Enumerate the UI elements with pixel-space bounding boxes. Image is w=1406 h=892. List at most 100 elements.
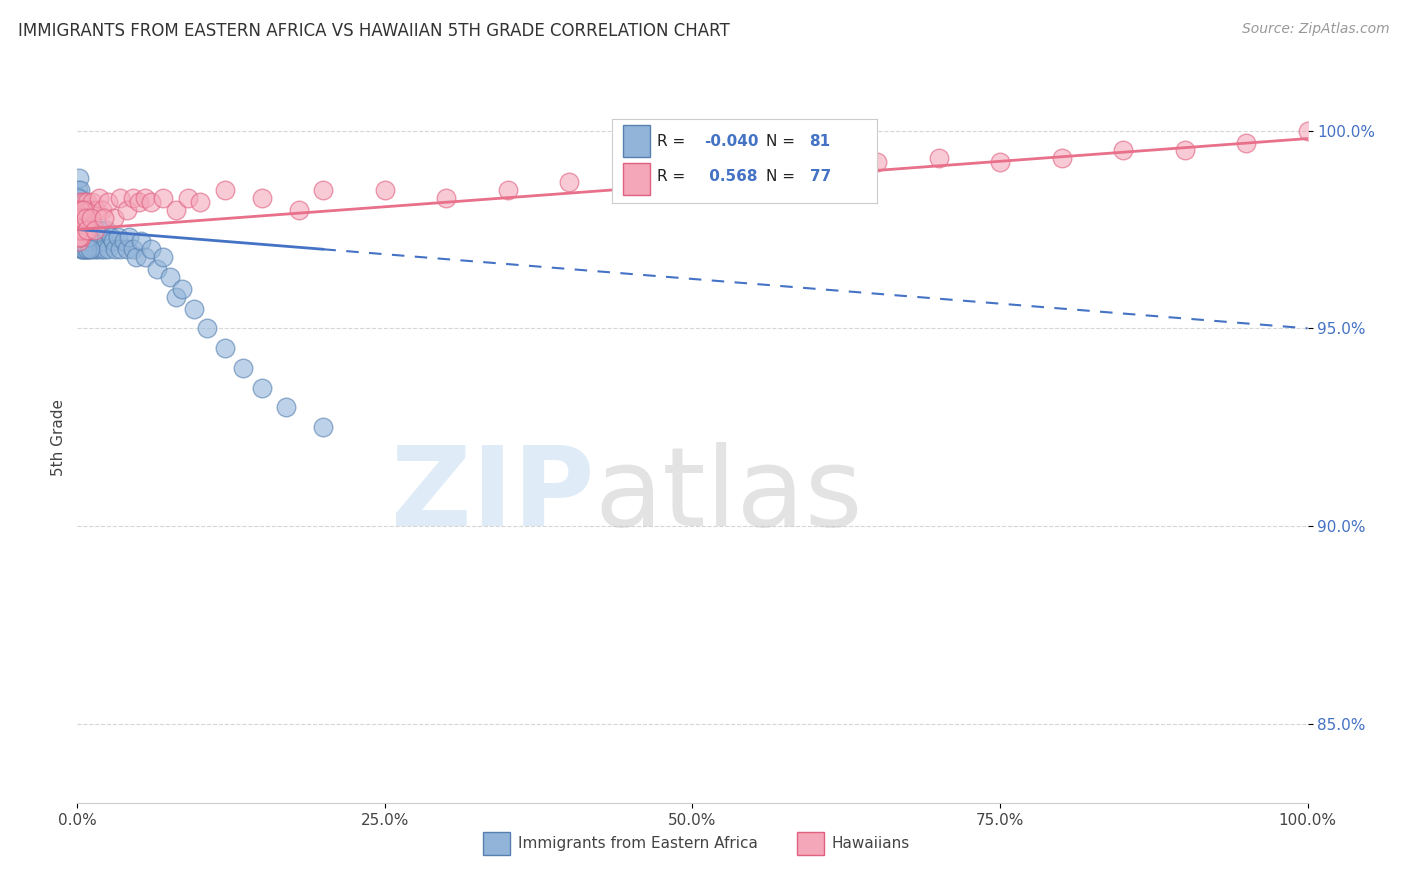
Text: IMMIGRANTS FROM EASTERN AFRICA VS HAWAIIAN 5TH GRADE CORRELATION CHART: IMMIGRANTS FROM EASTERN AFRICA VS HAWAII…	[18, 22, 730, 40]
Point	[121, 191, 143, 205]
Point	[195, 321, 218, 335]
Point	[76, 242, 98, 256]
Point	[73, 222, 96, 236]
Point	[90, 202, 114, 217]
Point	[91, 230, 114, 244]
Text: Immigrants from Eastern Africa: Immigrants from Eastern Africa	[517, 837, 758, 851]
Point	[93, 242, 115, 256]
Point	[75, 202, 97, 217]
Bar	[484, 832, 510, 855]
Point	[67, 211, 90, 225]
Point	[1174, 144, 1197, 158]
Point	[75, 235, 97, 249]
Point	[82, 222, 104, 236]
Point	[69, 230, 91, 244]
Point	[496, 183, 519, 197]
Point	[73, 202, 96, 217]
Point	[90, 242, 112, 256]
Point	[72, 222, 94, 236]
Point	[100, 230, 122, 244]
Point	[79, 242, 101, 256]
Point	[69, 191, 91, 205]
Point	[141, 194, 163, 209]
Point	[177, 191, 200, 205]
Point	[70, 202, 93, 217]
Point	[83, 242, 105, 256]
Point	[76, 242, 98, 256]
Point	[165, 290, 187, 304]
Point	[67, 211, 90, 225]
Point	[682, 183, 704, 197]
Point	[73, 222, 96, 236]
Point	[69, 230, 91, 244]
Point	[1050, 152, 1073, 166]
Point	[1234, 136, 1257, 150]
Point	[83, 222, 105, 236]
Text: Source: ZipAtlas.com: Source: ZipAtlas.com	[1241, 22, 1389, 37]
Point	[1112, 144, 1135, 158]
Point	[72, 211, 94, 225]
Point	[141, 242, 163, 256]
Point	[107, 230, 129, 244]
Point	[67, 202, 90, 217]
Point	[77, 230, 100, 244]
Point	[134, 250, 156, 264]
Point	[73, 194, 96, 209]
Point	[69, 222, 91, 236]
Point	[374, 183, 396, 197]
Point	[103, 211, 125, 225]
Point	[82, 235, 104, 249]
Point	[804, 163, 827, 178]
Point	[66, 183, 89, 197]
Point	[67, 211, 90, 225]
Point	[75, 222, 97, 236]
Point	[80, 242, 103, 256]
Point	[183, 301, 205, 316]
Point	[115, 242, 138, 256]
Point	[101, 235, 124, 249]
Point	[79, 202, 101, 217]
Point	[75, 230, 97, 244]
Point	[67, 194, 90, 209]
Point	[72, 202, 94, 217]
Point	[76, 194, 98, 209]
Point	[928, 152, 950, 166]
Point	[84, 230, 107, 244]
Y-axis label: 5th Grade: 5th Grade	[51, 399, 66, 475]
Point	[67, 235, 90, 249]
Point	[72, 202, 94, 217]
Point	[312, 420, 335, 434]
Point	[70, 211, 93, 225]
Point	[69, 183, 91, 197]
Text: atlas: atlas	[595, 442, 862, 549]
Point	[67, 171, 90, 186]
Point	[70, 211, 93, 225]
Point	[93, 211, 115, 225]
Point	[70, 230, 93, 244]
Point	[66, 222, 89, 236]
Point	[69, 194, 91, 209]
Point	[69, 235, 91, 249]
Point	[115, 202, 138, 217]
Point	[76, 230, 98, 244]
Point	[558, 175, 581, 189]
Point	[250, 381, 273, 395]
Point	[232, 360, 254, 375]
Point	[436, 191, 458, 205]
Point	[112, 235, 135, 249]
Point	[73, 242, 96, 256]
Point	[89, 222, 111, 236]
Point	[82, 194, 104, 209]
Point	[69, 202, 91, 217]
Point	[288, 202, 311, 217]
Point	[620, 171, 643, 186]
Point	[70, 202, 93, 217]
Bar	[797, 832, 824, 855]
Text: ZIP: ZIP	[391, 442, 595, 549]
Point	[67, 230, 90, 244]
Point	[250, 191, 273, 205]
Point	[77, 202, 100, 217]
Point	[104, 242, 127, 256]
Point	[67, 211, 90, 225]
Point	[69, 242, 91, 256]
